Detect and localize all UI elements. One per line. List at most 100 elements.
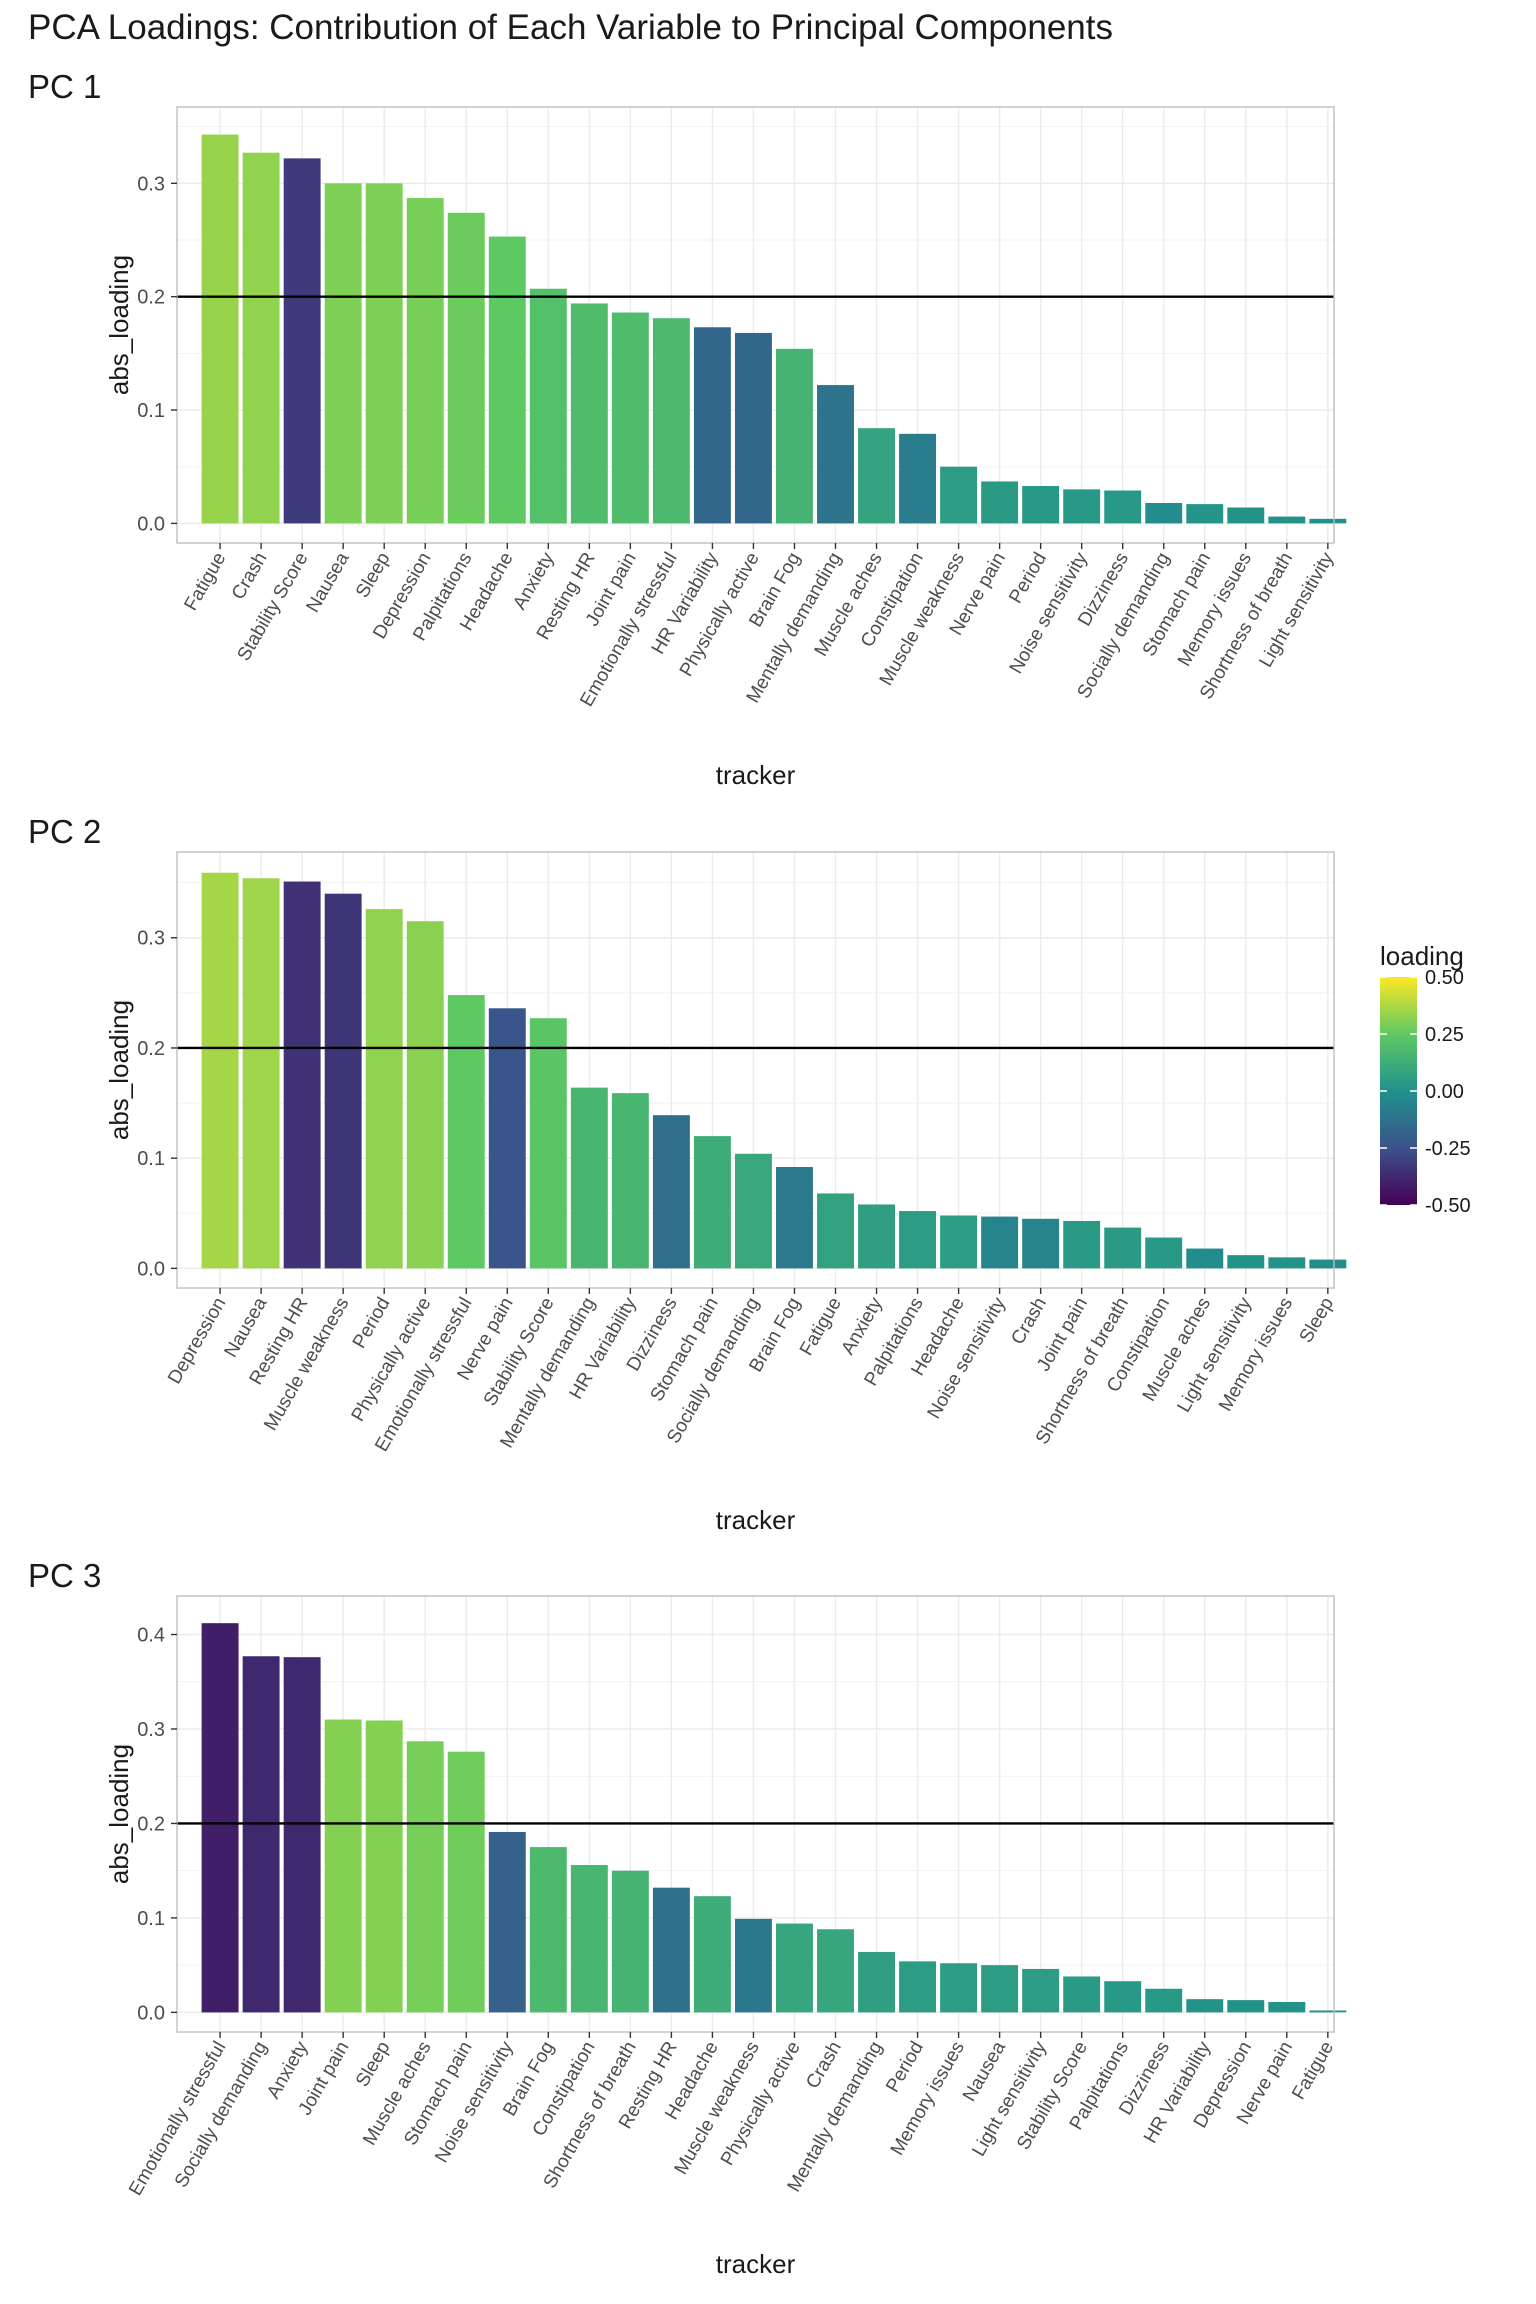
- bar-brain-fog: [776, 348, 813, 524]
- bar-mentally-demanding: [858, 1951, 895, 2013]
- x-tick-label: Crash: [228, 549, 272, 603]
- panel-pc2: PC 2 0.0 0.1 0.2 0.3 abs_loading DepressionNau…: [28, 813, 1347, 1535]
- x-tick-label: Fatigue: [181, 549, 231, 614]
- bar-fatigue: [817, 1193, 854, 1269]
- y-tick-label: 0.0: [137, 1258, 165, 1280]
- bar-emotionally-stressful: [447, 995, 485, 1269]
- y-axis-label: abs_loading: [104, 255, 134, 395]
- bar-stomach-pain: [693, 1136, 731, 1269]
- bar-sleep: [1309, 1259, 1347, 1269]
- bar-depression: [1227, 2000, 1265, 2013]
- x-tick-label: Sleep: [352, 549, 394, 602]
- y-axis-ticks: 0.0 0.1 0.2 0.3: [137, 928, 177, 1280]
- y-tick-label: 0.1: [137, 1908, 165, 1930]
- bar-memory-issues: [1268, 1257, 1306, 1269]
- bar-crash: [242, 152, 280, 524]
- bar-muscle-aches: [1186, 1248, 1224, 1269]
- y-tick-label: 0.1: [137, 1148, 165, 1170]
- bar-palpitations: [899, 1211, 937, 1269]
- bar-light-sensitivity: [1227, 1255, 1265, 1269]
- bar-period: [1022, 485, 1060, 524]
- bar-crash: [1022, 1218, 1060, 1269]
- bar-memory-issues: [940, 1963, 978, 2013]
- x-axis-label: tracker: [716, 2249, 796, 2279]
- bar-muscle-weakness: [324, 893, 362, 1269]
- panel-title: PC 2: [28, 813, 101, 850]
- panel-pc3: PC 3 0.0 0.1 0.2 0.3 0.4 abs_loading Emotionall…: [28, 1557, 1347, 2279]
- bar-period: [899, 1961, 937, 2013]
- bar-resting-hr: [283, 881, 321, 1269]
- bar-stomach-pain: [447, 1751, 485, 2013]
- panel-border: [176, 1595, 1335, 2033]
- bar-physically-active: [406, 921, 444, 1269]
- y-axis-label: abs_loading: [104, 1744, 134, 1884]
- bar-hr-variability: [1186, 1999, 1224, 2013]
- x-tick-label: Period: [882, 2038, 928, 2096]
- bar-crash: [817, 1929, 854, 2013]
- x-tick-label: Period: [1005, 549, 1051, 607]
- x-axis-label: tracker: [716, 1505, 796, 1535]
- panel-title: PC 1: [28, 68, 101, 105]
- legend-tick-label: 0.50: [1425, 967, 1464, 989]
- bar-anxiety: [858, 1204, 895, 1269]
- y-tick-label: 0.4: [137, 1625, 165, 1647]
- bar-nausea: [981, 1965, 1019, 2013]
- y-tick-label: 0.3: [137, 173, 165, 195]
- bar-resting-hr: [570, 303, 608, 524]
- bar-constipation: [1145, 1237, 1183, 1269]
- bar-socially-demanding: [1145, 502, 1183, 524]
- legend-tick-label: 0.25: [1425, 1024, 1464, 1046]
- bar-memory-issues: [1227, 507, 1265, 524]
- bar-hr-variability: [611, 1093, 649, 1269]
- bar-dizziness: [1104, 490, 1142, 524]
- bar-dizziness: [652, 1115, 690, 1269]
- y-tick-label: 0.3: [137, 1719, 165, 1741]
- y-tick-label: 0.2: [137, 287, 165, 309]
- bar-constipation: [570, 1865, 608, 2013]
- legend-tick-label: 0.00: [1425, 1081, 1464, 1103]
- bar-brain-fog: [776, 1166, 813, 1269]
- x-tick-label: Crash: [1007, 1294, 1051, 1348]
- x-tick-label: Crash: [802, 2038, 846, 2092]
- bar-emotionally-stressful: [201, 1623, 239, 2013]
- bar-nausea: [242, 878, 280, 1269]
- bar-joint-pain: [324, 1719, 362, 2013]
- bar-muscle-weakness: [734, 1918, 772, 2013]
- bar-nerve-pain: [1268, 2001, 1306, 2013]
- bar-nausea: [324, 183, 362, 524]
- bar-shortness-of-breath: [611, 1870, 649, 2013]
- panel-border: [176, 106, 1335, 544]
- y-tick-label: 0.2: [137, 1813, 165, 1835]
- x-tick-label: Period: [349, 1294, 395, 1352]
- bar-fatigue: [1309, 2010, 1347, 2013]
- y-tick-label: 0.3: [137, 928, 165, 950]
- y-axis-ticks: 0.0 0.1 0.2 0.3 0.4: [137, 1625, 177, 2024]
- bar-headache: [693, 1896, 731, 2013]
- bar-mentally-demanding: [817, 385, 854, 524]
- bar-depression: [406, 198, 444, 524]
- bar-stability-score: [1063, 1976, 1101, 2013]
- bar-socially-demanding: [734, 1153, 772, 1269]
- bar-palpitations: [447, 212, 485, 524]
- bar-headache: [488, 236, 526, 524]
- bar-joint-pain: [1063, 1220, 1101, 1269]
- y-tick-label: 0.0: [137, 513, 165, 535]
- bar-anxiety: [529, 288, 567, 524]
- bar-brain-fog: [529, 1847, 567, 2013]
- page-title: PCA Loadings: Contribution of Each Varia…: [28, 8, 1113, 47]
- bar-noise-sensitivity: [981, 1216, 1019, 1269]
- x-tick-label: Sleep: [352, 2038, 394, 2091]
- y-tick-label: 0.2: [137, 1038, 165, 1060]
- legend-tick-label: -0.25: [1425, 1138, 1471, 1160]
- bar-shortness-of-breath: [1268, 516, 1306, 524]
- y-axis-label: abs_loading: [104, 1000, 134, 1140]
- bar-sleep: [365, 1720, 403, 2013]
- bar-fatigue: [201, 134, 239, 524]
- bar-constipation: [899, 433, 937, 524]
- panel-title: PC 3: [28, 1557, 101, 1594]
